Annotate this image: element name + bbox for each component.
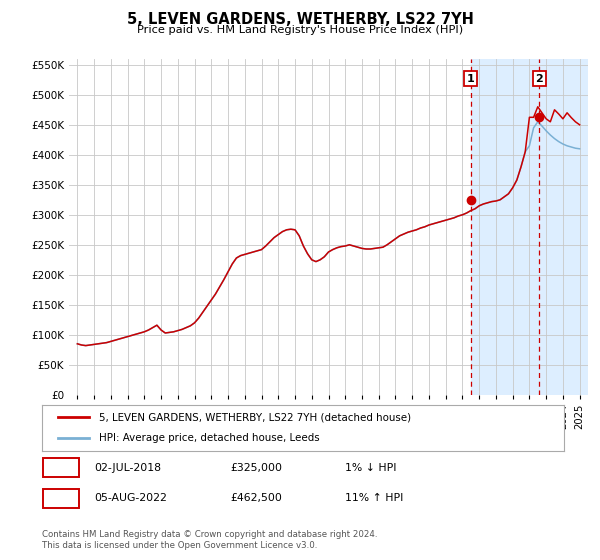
Text: 5, LEVEN GARDENS, WETHERBY, LS22 7YH (detached house): 5, LEVEN GARDENS, WETHERBY, LS22 7YH (de… xyxy=(100,412,412,422)
Text: 11% ↑ HPI: 11% ↑ HPI xyxy=(345,493,403,503)
Text: Price paid vs. HM Land Registry's House Price Index (HPI): Price paid vs. HM Land Registry's House … xyxy=(137,25,463,35)
Text: £462,500: £462,500 xyxy=(230,493,282,503)
Text: This data is licensed under the Open Government Licence v3.0.: This data is licensed under the Open Gov… xyxy=(42,541,317,550)
Text: 05-AUG-2022: 05-AUG-2022 xyxy=(94,493,167,503)
Text: 2: 2 xyxy=(536,73,544,83)
Bar xyxy=(471,59,588,395)
Text: £325,000: £325,000 xyxy=(230,463,282,473)
Text: Contains HM Land Registry data © Crown copyright and database right 2024.: Contains HM Land Registry data © Crown c… xyxy=(42,530,377,539)
Text: HPI: Average price, detached house, Leeds: HPI: Average price, detached house, Leed… xyxy=(100,433,320,444)
Text: 1% ↓ HPI: 1% ↓ HPI xyxy=(345,463,396,473)
Text: 02-JUL-2018: 02-JUL-2018 xyxy=(94,463,161,473)
FancyBboxPatch shape xyxy=(43,458,79,477)
Text: 5, LEVEN GARDENS, WETHERBY, LS22 7YH: 5, LEVEN GARDENS, WETHERBY, LS22 7YH xyxy=(127,12,473,27)
FancyBboxPatch shape xyxy=(43,489,79,508)
Text: 2: 2 xyxy=(57,492,65,505)
Text: 1: 1 xyxy=(57,461,65,474)
Text: 1: 1 xyxy=(467,73,475,83)
